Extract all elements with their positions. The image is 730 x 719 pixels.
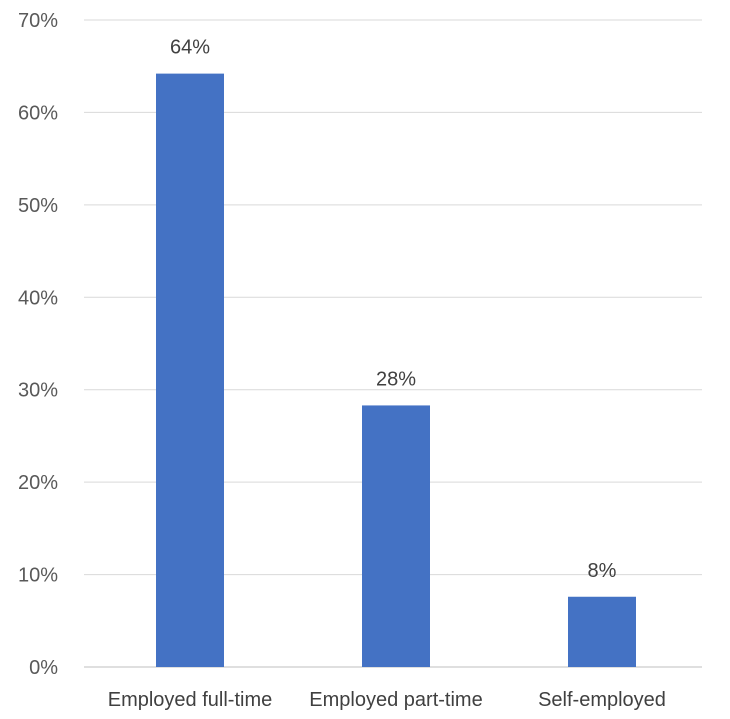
y-tick-label: 20%: [18, 472, 58, 494]
y-tick-label: 70%: [18, 10, 58, 32]
data-label: 8%: [588, 560, 617, 582]
y-tick-label: 40%: [18, 287, 58, 309]
bars: [156, 73, 636, 667]
y-axis-tick-labels: 0% 10% 20% 30% 40% 50% 60% 70%: [18, 10, 58, 679]
bar-employed-part-time: [362, 405, 430, 667]
x-axis-category-labels: Employed full-time Employed part-time Self…: [108, 689, 666, 711]
y-tick-label: 50%: [18, 195, 58, 217]
y-tick-label: 10%: [18, 565, 58, 587]
y-tick-label: 60%: [18, 102, 58, 124]
y-tick-label: 0%: [29, 657, 58, 679]
x-category-label: Self-employed: [538, 689, 666, 711]
x-category-label: Employed full-time: [108, 689, 273, 711]
y-tick-label: 30%: [18, 380, 58, 402]
bar-employed-full-time: [156, 73, 224, 667]
data-labels: 64% 28% 8%: [170, 37, 617, 582]
data-label: 64%: [170, 37, 210, 59]
bar-self-employed: [568, 596, 636, 667]
x-category-label: Employed part-time: [309, 689, 482, 711]
data-label: 28%: [376, 368, 416, 390]
